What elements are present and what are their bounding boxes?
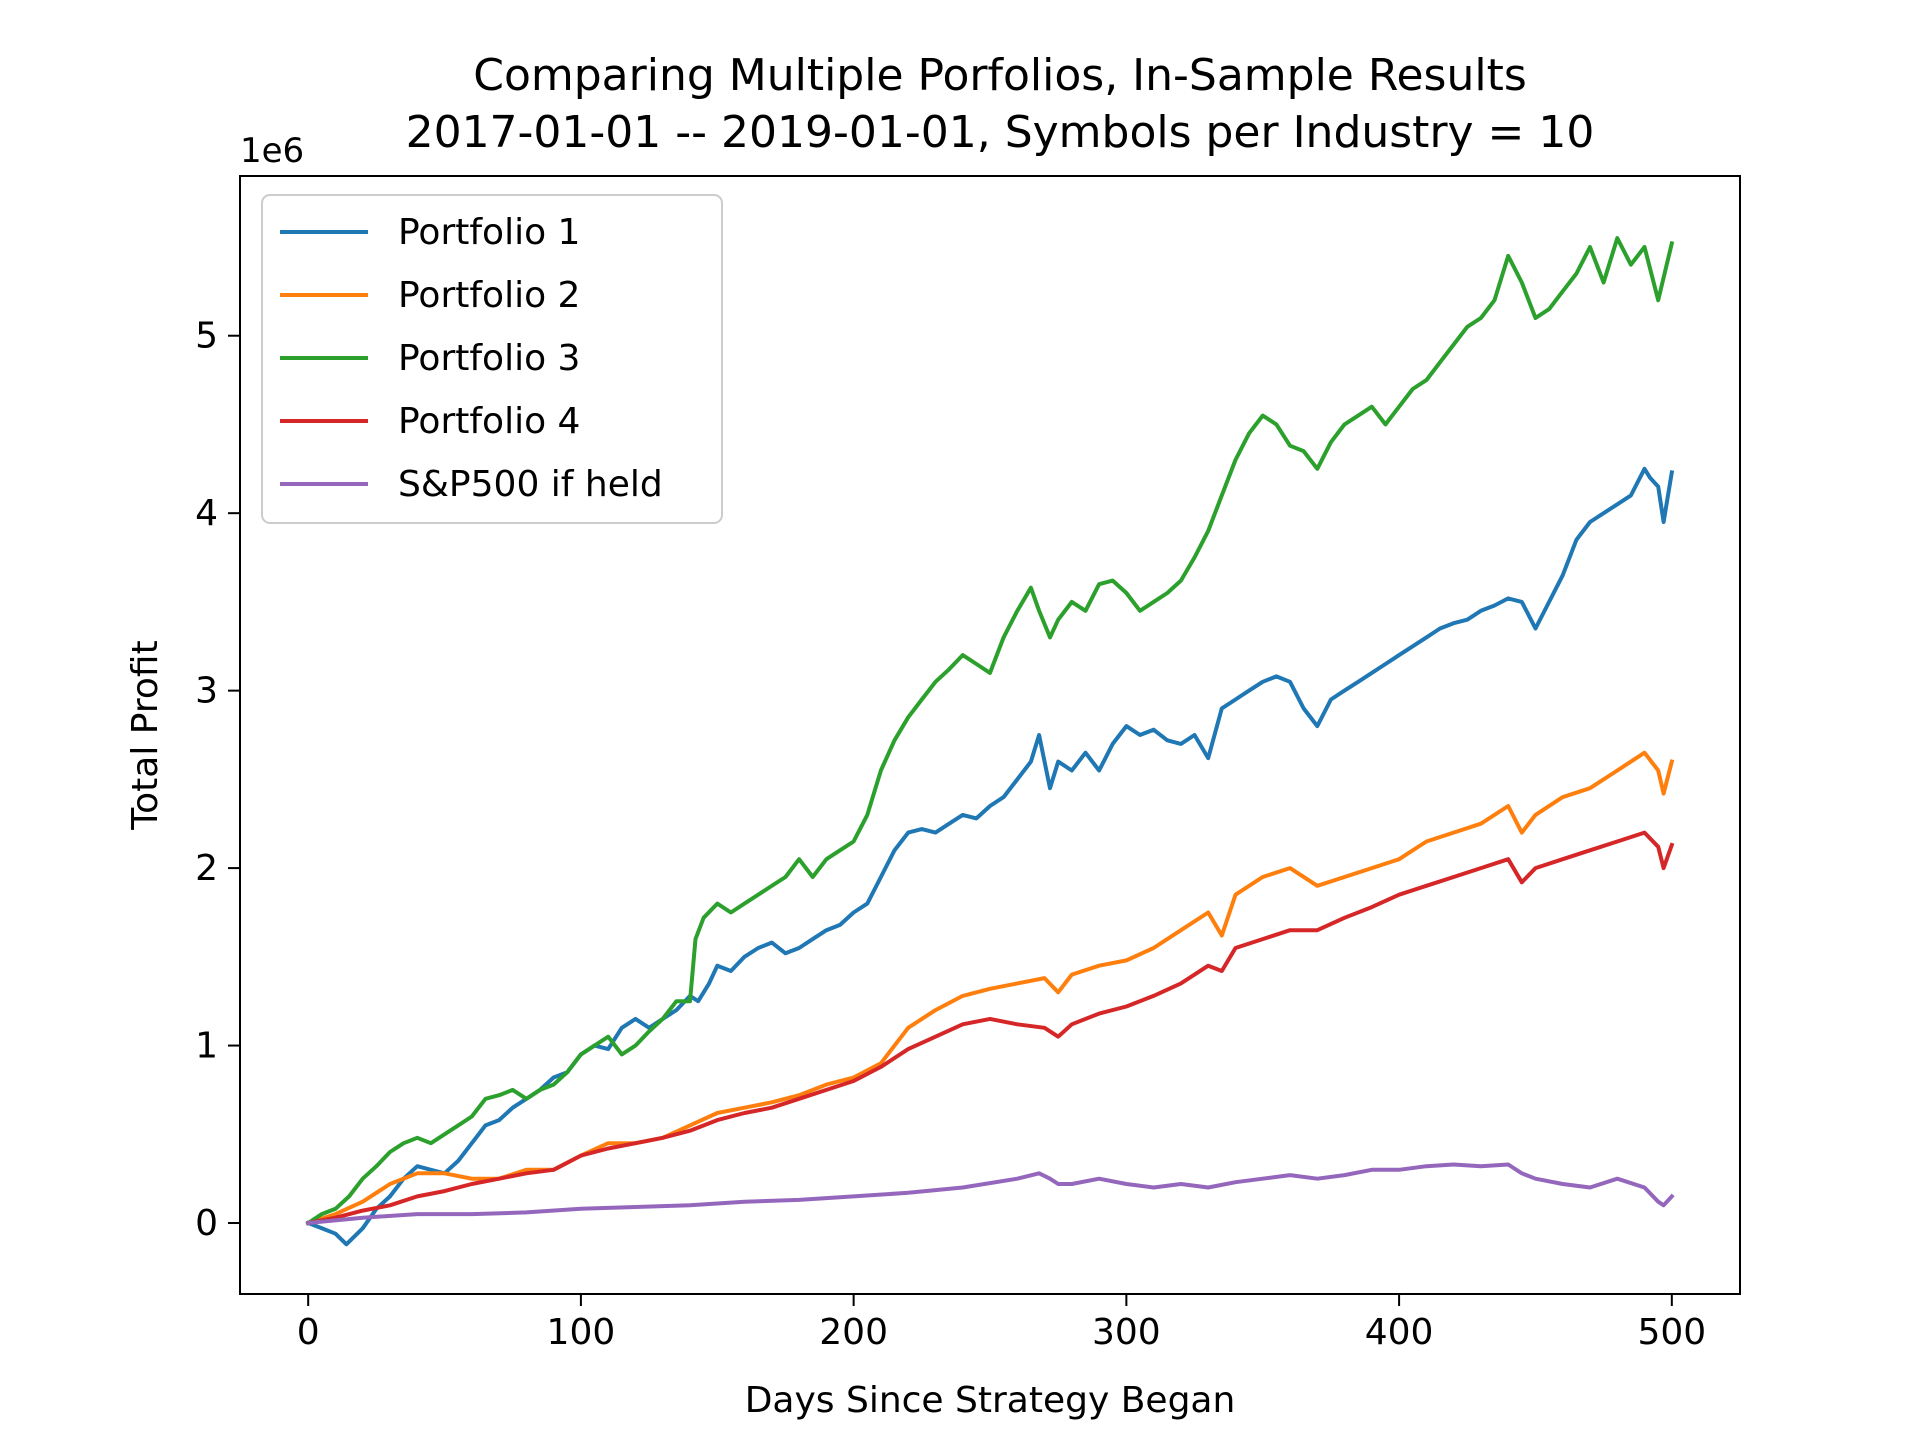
legend-label: S&P500 if held [398, 464, 663, 505]
y-tick-label: 5 [195, 316, 218, 357]
legend-box [261, 194, 723, 524]
x-tick-label: 200 [819, 1312, 888, 1353]
series-line-4 [305, 830, 1675, 1226]
series-line-1 [305, 466, 1675, 1247]
legend-label: Portfolio 4 [398, 401, 580, 442]
y-tick-label: 0 [195, 1203, 218, 1244]
y-tick-label: 4 [195, 493, 218, 534]
y-axis-label: Total Profit [125, 640, 166, 830]
y-axis: 0 1 2 3 4 5 [195, 316, 240, 1244]
y-tick-label: 2 [195, 848, 218, 889]
legend-label: Portfolio 3 [398, 338, 580, 379]
x-tick-label: 300 [1092, 1312, 1161, 1353]
legend-label: Portfolio 2 [398, 275, 580, 316]
legend-entries: Portfolio 1 Portfolio 2 Portfolio 3 Portfol… [280, 212, 663, 505]
y-tick-label: 1 [195, 1026, 218, 1067]
x-tick-label: 100 [547, 1312, 616, 1353]
legend-label: Portfolio 1 [398, 212, 580, 253]
series-line-3 [305, 236, 1675, 1226]
x-tick-label: 0 [297, 1312, 320, 1353]
x-tick-label: 400 [1365, 1312, 1434, 1353]
x-axis: 0 100 200 300 400 500 [297, 1294, 1706, 1353]
legend: Portfolio 1 Portfolio 2 Portfolio 3 Portfol… [261, 194, 723, 524]
y-tick-label: 3 [195, 671, 218, 712]
chart-title: Comparing Multiple Porfolios, In-Sample … [473, 50, 1527, 101]
y-offset-label: 1e6 [240, 131, 304, 171]
series-line-5 [306, 1162, 1675, 1226]
chart-subtitle: 2017-01-01 -- 2019-01-01, Symbols per In… [406, 107, 1595, 158]
x-tick-label: 500 [1637, 1312, 1706, 1353]
plot-area [239, 175, 1741, 1295]
series-lines [305, 236, 1675, 1247]
plot-frame [239, 175, 1741, 1295]
x-axis-label: Days Since Strategy Began [745, 1380, 1236, 1421]
